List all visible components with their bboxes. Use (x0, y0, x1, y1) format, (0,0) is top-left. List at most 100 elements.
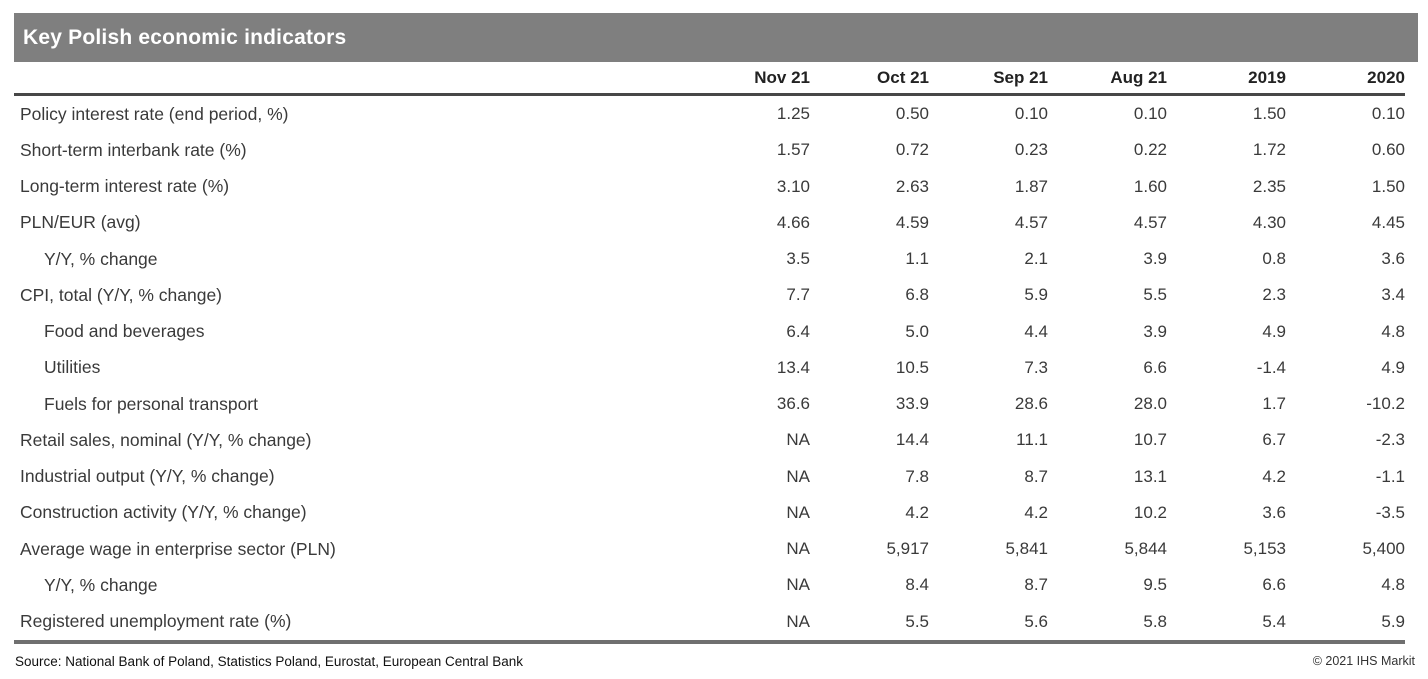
cell-value: 36.6 (776, 394, 810, 414)
cell-value: 0.10 (1133, 104, 1167, 124)
cell-value: 8.7 (1024, 466, 1048, 486)
cell-value: 0.10 (1371, 104, 1405, 124)
cell-value: -10.2 (1366, 394, 1405, 414)
cell-value: NA (786, 430, 810, 450)
cell-value: 1.25 (776, 104, 810, 124)
table-row: Registered unemployment rate (%) NA 5.5 … (14, 604, 1405, 640)
cell-value: 1.60 (1133, 176, 1167, 196)
table-row: Y/Y, % change NA 8.4 8.7 9.5 6.6 4.8 (14, 567, 1405, 603)
cell-value: NA (786, 611, 810, 631)
cell-value: 4.4 (1024, 321, 1048, 341)
cell-value: 4.8 (1381, 575, 1405, 595)
cell-value: 0.50 (895, 104, 929, 124)
cell-value: -2.3 (1375, 430, 1405, 450)
row-label: PLN/EUR (avg) (20, 212, 141, 233)
cell-value: 4.45 (1371, 212, 1405, 232)
cell-value: 0.22 (1133, 140, 1167, 160)
cell-value: 1.72 (1252, 140, 1286, 160)
cell-value: 6.4 (786, 321, 810, 341)
cell-value: 8.4 (905, 575, 929, 595)
cell-value: NA (786, 502, 810, 522)
row-label: CPI, total (Y/Y, % change) (20, 284, 223, 305)
cell-value: 5,841 (1005, 539, 1048, 559)
cell-value: 4.57 (1014, 212, 1048, 232)
table-row: Average wage in enterprise sector (PLN) … (14, 531, 1405, 567)
cell-value: 3.6 (1381, 249, 1405, 269)
cell-value: 10.2 (1133, 502, 1167, 522)
row-label: Y/Y, % change (44, 248, 158, 269)
column-header: Nov 21 (754, 68, 810, 87)
cell-value: 28.6 (1014, 394, 1048, 414)
cell-value: 2.3 (1262, 285, 1286, 305)
cell-value: 6.6 (1262, 575, 1286, 595)
cell-value: 10.7 (1133, 430, 1167, 450)
cell-value: 5.9 (1381, 611, 1405, 631)
cell-value: 1.7 (1262, 394, 1286, 414)
cell-value: 13.4 (776, 357, 810, 377)
cell-value: 4.9 (1381, 357, 1405, 377)
cell-value: -1.4 (1256, 357, 1286, 377)
cell-value: 4.66 (776, 212, 810, 232)
cell-value: 9.5 (1143, 575, 1167, 595)
cell-value: 4.9 (1262, 321, 1286, 341)
cell-value: 11.1 (1016, 430, 1048, 450)
row-label: Fuels for personal transport (44, 393, 258, 414)
column-header: Oct 21 (877, 68, 929, 87)
cell-value: 1.1 (905, 249, 929, 269)
cell-value: 2.35 (1252, 176, 1286, 196)
cell-value: 5,153 (1243, 539, 1286, 559)
table-row: Short-term interbank rate (%) 1.57 0.72 … (14, 132, 1405, 168)
title-bar: Key Polish economic indicators (14, 13, 1418, 62)
cell-value: 6.8 (905, 285, 929, 305)
cell-value: 5.5 (905, 611, 929, 631)
cell-value: 3.9 (1143, 321, 1167, 341)
cell-value: 4.2 (1024, 502, 1048, 522)
page-title: Key Polish economic indicators (23, 25, 347, 49)
cell-value: 3.9 (1143, 249, 1167, 269)
cell-value: 3.5 (786, 249, 810, 269)
table-row: Construction activity (Y/Y, % change) NA… (14, 495, 1405, 531)
row-label: Average wage in enterprise sector (PLN) (20, 538, 336, 559)
cell-value: 2.63 (895, 176, 929, 196)
cell-value: 13.1 (1133, 466, 1167, 486)
cell-value: 6.6 (1143, 357, 1167, 377)
copyright-note: © 2021 IHS Markit (1312, 653, 1415, 668)
cell-value: -3.5 (1375, 502, 1405, 522)
row-label: Industrial output (Y/Y, % change) (20, 466, 275, 487)
table-row: Industrial output (Y/Y, % change) NA 7.8… (14, 459, 1405, 495)
cell-value: 5,917 (886, 539, 929, 559)
cell-value: 4.59 (895, 212, 929, 232)
table-row: Retail sales, nominal (Y/Y, % change) NA… (14, 422, 1405, 458)
header-row: Nov 21 Oct 21 Sep 21 Aug 21 2019 2020 (14, 62, 1405, 96)
row-label: Registered unemployment rate (%) (20, 611, 292, 632)
cell-value: 5,400 (1362, 539, 1405, 559)
table-row: CPI, total (Y/Y, % change) 7.7 6.8 5.9 5… (14, 277, 1405, 313)
row-label: Short-term interbank rate (%) (20, 139, 247, 160)
cell-value: 7.3 (1024, 357, 1048, 377)
table-row: Utilities 13.4 10.5 7.3 6.6 -1.4 4.9 (14, 350, 1405, 386)
cell-value: 0.10 (1014, 104, 1048, 124)
row-label: Policy interest rate (end period, %) (20, 103, 289, 124)
footer: Source: National Bank of Poland, Statist… (14, 654, 1418, 669)
cell-value: NA (786, 466, 810, 486)
table-row: Y/Y, % change 3.5 1.1 2.1 3.9 0.8 3.6 (14, 241, 1405, 277)
cell-value: 14.4 (895, 430, 929, 450)
cell-value: 4.57 (1133, 212, 1167, 232)
cell-value: 8.7 (1024, 575, 1048, 595)
column-header: Sep 21 (993, 68, 1048, 87)
row-label: Utilities (44, 357, 101, 378)
cell-value: 1.57 (776, 140, 810, 160)
cell-value: 4.8 (1381, 321, 1405, 341)
cell-value: 1.87 (1014, 176, 1048, 196)
cell-value: 3.4 (1381, 285, 1405, 305)
cell-value: NA (786, 575, 810, 595)
cell-value: 0.23 (1014, 140, 1048, 160)
cell-value: 33.9 (895, 394, 929, 414)
cell-value: 1.50 (1252, 104, 1286, 124)
column-header: 2020 (1367, 68, 1405, 87)
column-header: 2019 (1248, 68, 1286, 87)
cell-value: 28.0 (1133, 394, 1167, 414)
cell-value: 5.8 (1143, 611, 1167, 631)
cell-value: 4.30 (1252, 212, 1286, 232)
